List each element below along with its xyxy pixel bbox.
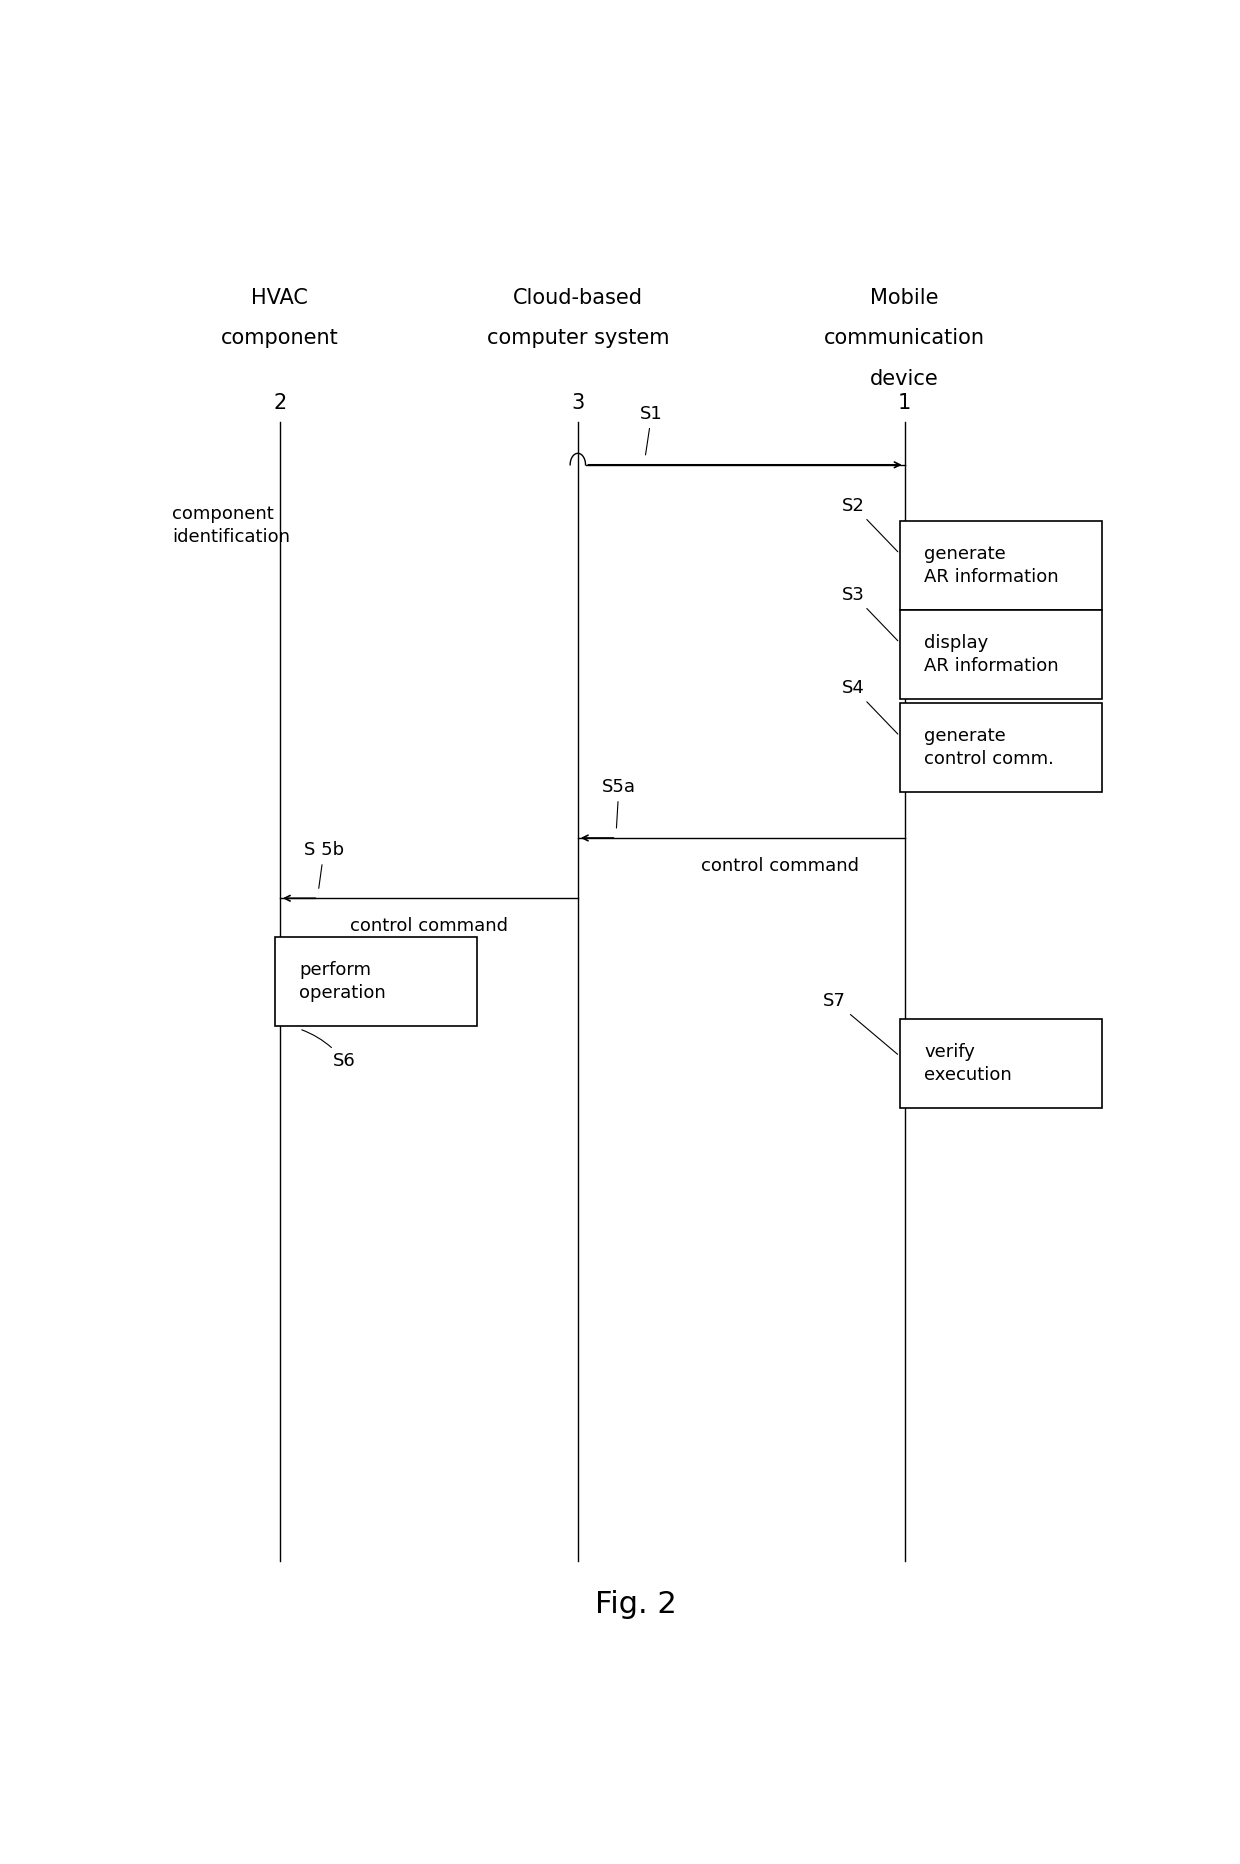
Text: 1: 1: [898, 393, 911, 414]
Text: generate
AR information: generate AR information: [924, 544, 1059, 585]
Text: device: device: [870, 369, 939, 388]
Text: generate
control comm.: generate control comm.: [924, 727, 1054, 768]
Bar: [900, 610, 1101, 699]
Bar: [275, 938, 477, 1025]
Text: computer system: computer system: [486, 328, 670, 349]
Text: control command: control command: [350, 917, 508, 936]
Bar: [900, 1020, 1101, 1107]
Text: S7: S7: [823, 992, 898, 1055]
Text: S 5b: S 5b: [304, 841, 343, 889]
Text: S1: S1: [640, 404, 663, 455]
Text: communication: communication: [825, 328, 985, 349]
Text: verify
execution: verify execution: [924, 1042, 1012, 1083]
Bar: [900, 520, 1101, 610]
Text: perform
operation: perform operation: [299, 962, 386, 1003]
Text: component: component: [221, 328, 339, 349]
Text: 3: 3: [572, 393, 584, 414]
Text: Fig. 2: Fig. 2: [595, 1590, 676, 1620]
Text: S4: S4: [842, 678, 898, 734]
Text: HVAC: HVAC: [252, 289, 309, 308]
Text: S3: S3: [842, 585, 898, 641]
Bar: [900, 703, 1101, 792]
Text: 2: 2: [273, 393, 286, 414]
Text: Cloud-based: Cloud-based: [513, 289, 642, 308]
Text: component
identification: component identification: [172, 505, 290, 546]
Text: display
AR information: display AR information: [924, 634, 1059, 675]
Text: Mobile: Mobile: [870, 289, 939, 308]
Text: control command: control command: [701, 857, 858, 874]
Text: S2: S2: [842, 496, 898, 552]
Text: S5a: S5a: [601, 777, 636, 828]
Text: S6: S6: [301, 1029, 356, 1070]
